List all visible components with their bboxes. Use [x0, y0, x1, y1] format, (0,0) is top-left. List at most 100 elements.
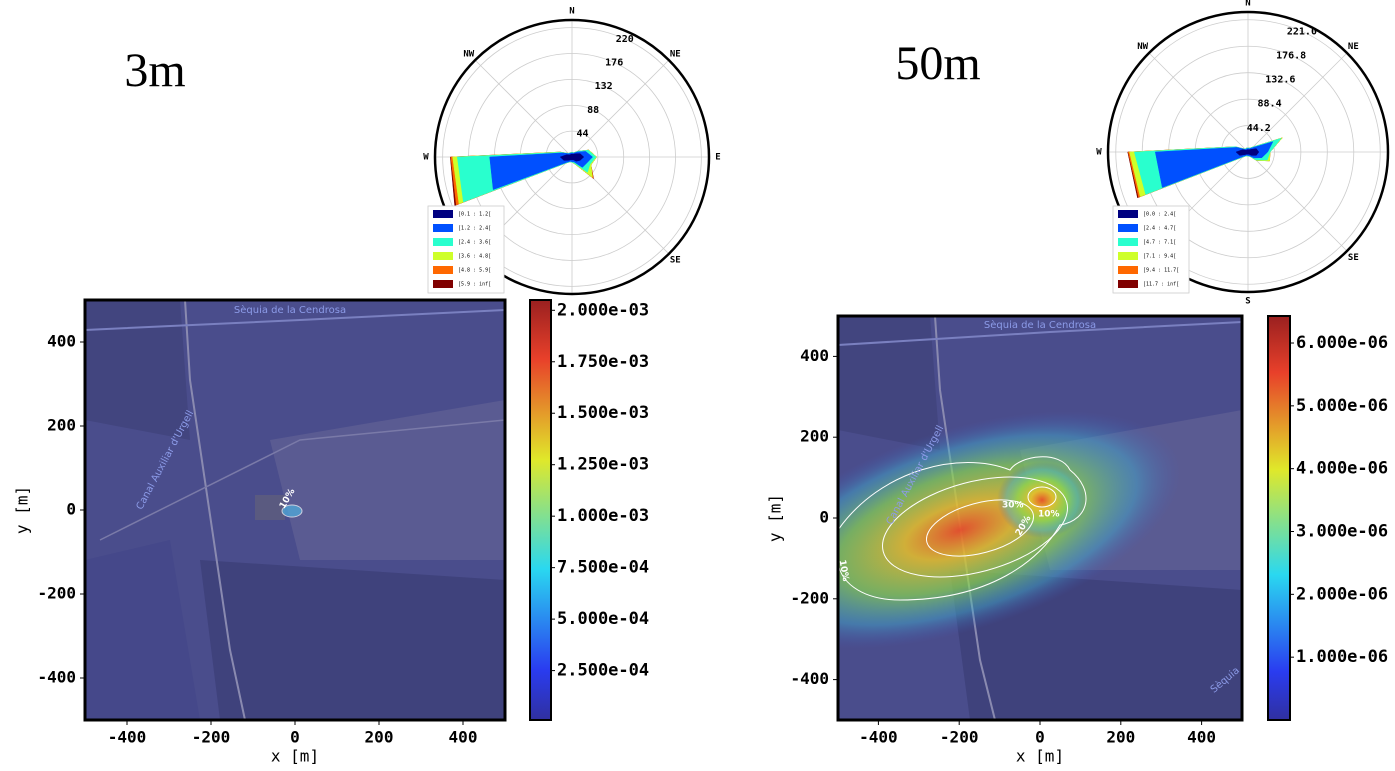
y-tick-label: 0	[819, 508, 829, 527]
y-tick-label: 400	[800, 346, 829, 365]
legend-label: [1.2 : 2.4[	[458, 226, 491, 232]
x-tick-label: -400	[108, 728, 147, 747]
map-background	[838, 316, 1242, 720]
x-axis-label: x [m]	[271, 747, 319, 766]
legend-label: [2.4 : 3.6[	[458, 240, 491, 246]
colorbar-tick-label: 6.000e-06	[1296, 333, 1388, 353]
colorbar	[529, 299, 552, 721]
r-tick-label: 176	[605, 58, 623, 69]
x-tick-label: -200	[940, 728, 979, 747]
colorbar-tick-label: 2.000e-06	[1296, 584, 1388, 604]
grid-spoke	[571, 59, 670, 158]
panel-title: 50m	[895, 37, 980, 90]
map-label: Sèquia de la Cendrosa	[234, 304, 346, 316]
y-tick-label: 400	[47, 332, 76, 351]
legend-label: [4.8 : 5.9[	[458, 268, 491, 274]
grid-spoke	[1247, 151, 1348, 252]
colorbar-tick-label: 7.500e-04	[557, 558, 649, 578]
grid-spoke	[1247, 52, 1348, 153]
y-tick-label: -200	[790, 588, 829, 607]
legend-label: [0.0 : 2.4[	[1143, 212, 1176, 218]
y-tick-label: 0	[66, 500, 76, 519]
map-label: Sèquia de la Cendrosa	[984, 319, 1096, 331]
direction-label: NW	[1137, 42, 1148, 52]
contour-label: 10%	[1038, 510, 1060, 520]
r-tick-label: 221.0	[1287, 26, 1317, 37]
legend-label: [7.1 : 9.4[	[1143, 254, 1176, 260]
legend-swatch	[433, 266, 453, 274]
x-tick-label: 400	[449, 728, 478, 747]
legend-box	[1112, 205, 1190, 294]
x-axis-label: x [m]	[1016, 747, 1064, 766]
y-tick-label: -400	[37, 668, 76, 687]
colorbar-tick-label: 1.250e-03	[557, 455, 649, 475]
map-background	[85, 300, 505, 720]
legend-swatch	[1118, 266, 1138, 274]
x-tick-label: 200	[365, 728, 394, 747]
y-axis-label: y [m]	[13, 486, 32, 534]
legend-label: [0.1 : 1.2[	[458, 212, 491, 218]
r-tick-label: 44	[577, 128, 589, 139]
direction-label: W	[423, 153, 429, 163]
colorbar-tick-label: 1.000e-06	[1296, 647, 1388, 667]
r-tick-label: 176.8	[1276, 50, 1306, 61]
legend-label: [9.4 : 11.7[	[1143, 268, 1179, 274]
r-tick-label: 44.2	[1247, 123, 1271, 134]
direction-label: S	[1245, 297, 1250, 307]
x-tick-label: 400	[1187, 728, 1216, 747]
colorbar-tick-label: 5.000e-06	[1296, 396, 1388, 416]
legend-swatch	[433, 210, 453, 218]
y-tick-label: -400	[790, 669, 829, 688]
direction-label: W	[1096, 148, 1102, 158]
r-tick-label: 220	[616, 34, 634, 45]
colorbar	[1267, 315, 1291, 721]
x-tick-label: 200	[1106, 728, 1135, 747]
direction-label: SE	[1348, 253, 1359, 263]
rose-frame	[1106, 10, 1390, 294]
legend-swatch	[1118, 224, 1138, 232]
legend-label: [4.7 : 7.1[	[1143, 240, 1176, 246]
direction-label: NW	[463, 49, 474, 59]
x-tick-label: -400	[859, 728, 898, 747]
contour-label: 30%	[1002, 501, 1024, 511]
legend-swatch	[433, 252, 453, 260]
direction-label: NE	[1348, 42, 1359, 52]
legend-label: [3.6 : 4.8[	[458, 254, 491, 260]
colorbar-tick-label: 1.750e-03	[557, 352, 649, 372]
y-axis-label: y [m]	[766, 494, 785, 542]
direction-label: N	[1245, 0, 1250, 9]
legend-label: [11.7 : inf[	[1143, 282, 1179, 288]
legend-box	[427, 205, 505, 294]
r-tick-label: 132.6	[1265, 75, 1295, 86]
direction-label: E	[715, 153, 720, 163]
panel-title: 3m	[124, 44, 185, 97]
legend-swatch	[433, 224, 453, 232]
rose-frame	[433, 18, 711, 296]
r-tick-label: 132	[595, 81, 613, 92]
r-tick-label: 88.4	[1258, 99, 1282, 110]
colorbar-tick-label: 1.500e-03	[557, 403, 649, 423]
direction-label: NE	[670, 49, 681, 59]
legend-swatch	[1118, 252, 1138, 260]
colorbar-tick-label: 5.000e-04	[557, 609, 649, 629]
legend-swatch	[1118, 238, 1138, 246]
direction-label: SE	[670, 256, 681, 266]
grid-spoke	[474, 59, 573, 158]
contour-label: 10%	[837, 559, 851, 582]
colorbar-tick-label: 1.000e-03	[557, 506, 649, 526]
y-tick-label: 200	[47, 416, 76, 435]
rose-layer	[489, 151, 593, 190]
legend-swatch	[433, 238, 453, 246]
direction-label: N	[569, 7, 574, 17]
legend-swatch	[1118, 210, 1138, 218]
legend-label: [5.9 : inf[	[458, 282, 491, 288]
colorbar-tick-label: 4.000e-06	[1296, 459, 1388, 479]
colorbar-tick-label: 3.000e-06	[1296, 522, 1388, 542]
y-tick-label: 200	[800, 427, 829, 446]
colorbar-tick-label: 2.500e-04	[557, 661, 649, 681]
x-tick-label: 0	[290, 728, 300, 747]
grid-spoke	[1148, 52, 1249, 153]
y-tick-label: -200	[37, 584, 76, 603]
legend-swatch	[433, 280, 453, 288]
x-tick-label: 0	[1035, 728, 1045, 747]
